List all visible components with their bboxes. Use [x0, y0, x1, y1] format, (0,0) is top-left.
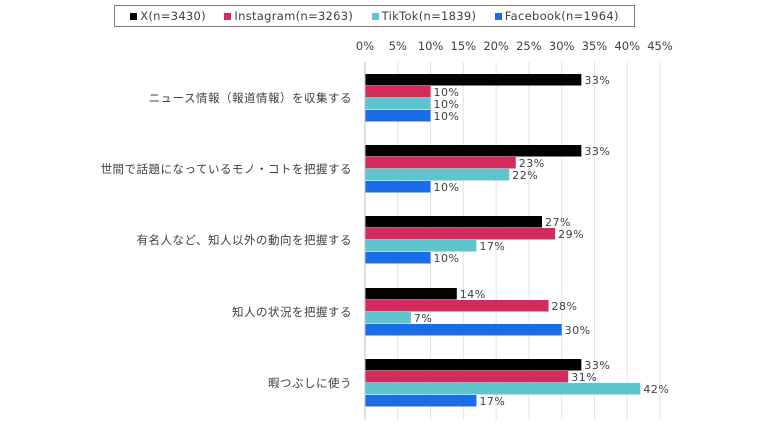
data-label: 10% [434, 181, 460, 194]
data-label: 27% [545, 216, 571, 229]
bar [365, 383, 641, 395]
data-label: 14% [460, 288, 486, 301]
data-label: 30% [565, 324, 591, 337]
bar [365, 169, 510, 181]
legend-label: X(n=3430) [140, 9, 206, 23]
bar [365, 300, 549, 312]
category-label: ニュース情報（報道情報）を収集する [149, 91, 352, 105]
legend-label: TikTok(n=1839) [381, 9, 477, 23]
legend-item: Instagram(n=3263) [224, 9, 353, 23]
category-label: 知人の状況を把握する [232, 305, 352, 319]
bar [365, 228, 556, 240]
bar [365, 216, 542, 228]
x-tick-label: 10% [418, 39, 444, 53]
bar [365, 86, 431, 98]
x-tick-label: 35% [582, 39, 608, 53]
legend-item: X(n=3430) [130, 9, 206, 23]
legend-item: TikTok(n=1839) [371, 9, 477, 23]
category-label: 有名人など、知人以外の動向を把握する [137, 233, 352, 247]
x-tick-label: 0% [356, 39, 374, 53]
x-tick-label: 5% [389, 39, 407, 53]
legend-swatch [130, 12, 138, 20]
data-label: 10% [434, 86, 460, 99]
x-tick-label: 45% [647, 39, 673, 53]
bar [365, 181, 431, 193]
bar [365, 371, 569, 383]
data-label: 7% [414, 312, 432, 325]
bar [365, 288, 457, 300]
data-label: 31% [571, 371, 597, 384]
x-tick-label: 25% [516, 39, 542, 53]
legend-item: Facebook(n=1964) [494, 9, 619, 23]
x-tick-label: 30% [549, 39, 575, 53]
bar [365, 145, 582, 157]
legend: X(n=3430) Instagram(n=3263) TikTok(n=1839)… [114, 5, 635, 27]
category-label: 世間で話題になっているモノ・コトを把握する [101, 162, 352, 176]
data-label: 33% [584, 74, 610, 87]
data-label: 17% [479, 395, 505, 408]
bar [365, 359, 582, 371]
bar [365, 395, 477, 407]
data-label: 10% [434, 252, 460, 265]
data-label: 33% [584, 359, 610, 372]
bar [365, 252, 431, 264]
data-label: 10% [434, 98, 460, 111]
bar [365, 157, 516, 169]
data-label: 22% [512, 169, 538, 182]
data-label: 10% [434, 110, 460, 123]
data-label: 33% [584, 145, 610, 158]
data-label: 29% [558, 228, 584, 241]
legend-label: Facebook(n=1964) [504, 9, 619, 23]
bar [365, 240, 477, 252]
x-tick-label: 40% [614, 39, 640, 53]
legend-swatch [371, 12, 379, 20]
x-tick-label: 15% [451, 39, 477, 53]
bar [365, 98, 431, 110]
data-label: 17% [479, 240, 505, 253]
bar [365, 324, 562, 336]
data-label: 42% [643, 383, 669, 396]
legend-swatch [224, 12, 232, 20]
legend-label: Instagram(n=3263) [234, 9, 354, 23]
legend-swatch [494, 12, 502, 20]
bar [365, 110, 431, 122]
bar [365, 74, 582, 86]
x-tick-label: 20% [483, 39, 509, 53]
category-label: 暇つぶしに使う [268, 376, 352, 390]
data-label: 23% [519, 157, 545, 170]
data-label: 28% [552, 300, 578, 313]
bar [365, 312, 411, 324]
